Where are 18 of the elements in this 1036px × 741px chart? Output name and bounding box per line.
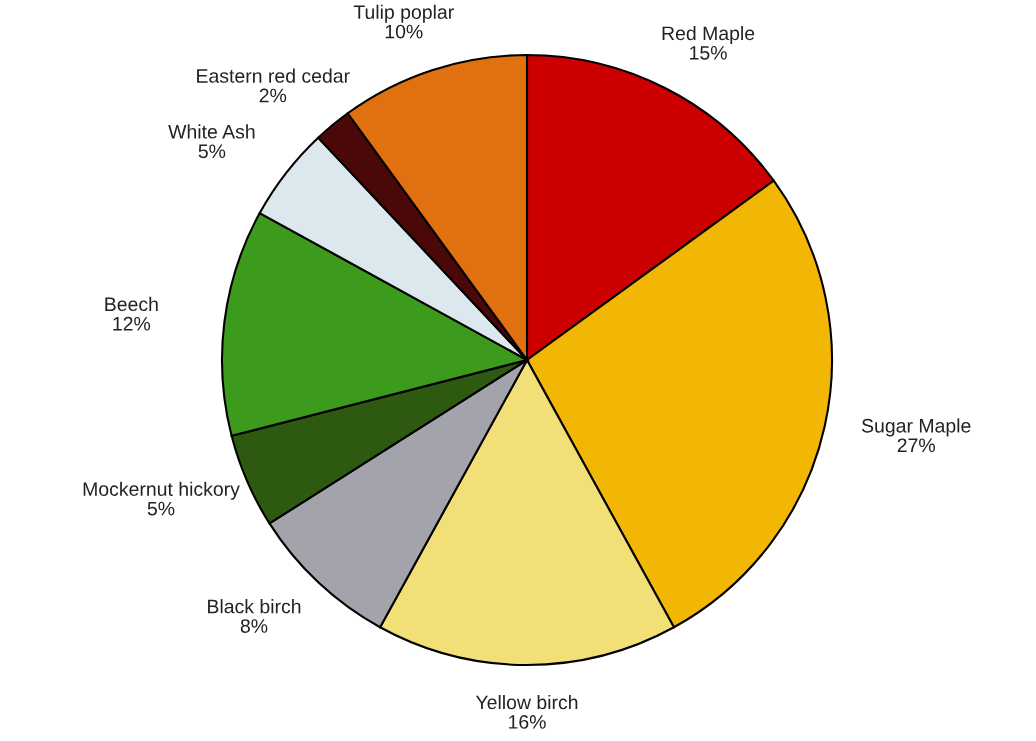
slice-label: Tulip poplar [353,4,454,23]
data-label: 12% [113,316,151,331]
slice-label: Sugar Maple [861,418,971,437]
data-label: 16% [509,715,546,729]
data-label: 2% [259,88,287,103]
slice-label: Beech [105,296,158,312]
slice-label: Eastern red cedar [197,68,350,83]
data-label: 27% [897,438,935,453]
slice-label: Red Maple [662,25,755,45]
slice-label: Mockernut hickory [83,481,240,500]
data-label: 5% [147,501,175,516]
slice-label: Black birch [208,599,301,614]
data-label: 5% [198,144,226,159]
slice-label: Yellow birch [475,694,578,710]
data-label: 10% [385,24,423,39]
slice-label: White Ash [168,124,255,139]
data-label: 8% [240,619,268,633]
data-label: 15% [690,46,727,60]
